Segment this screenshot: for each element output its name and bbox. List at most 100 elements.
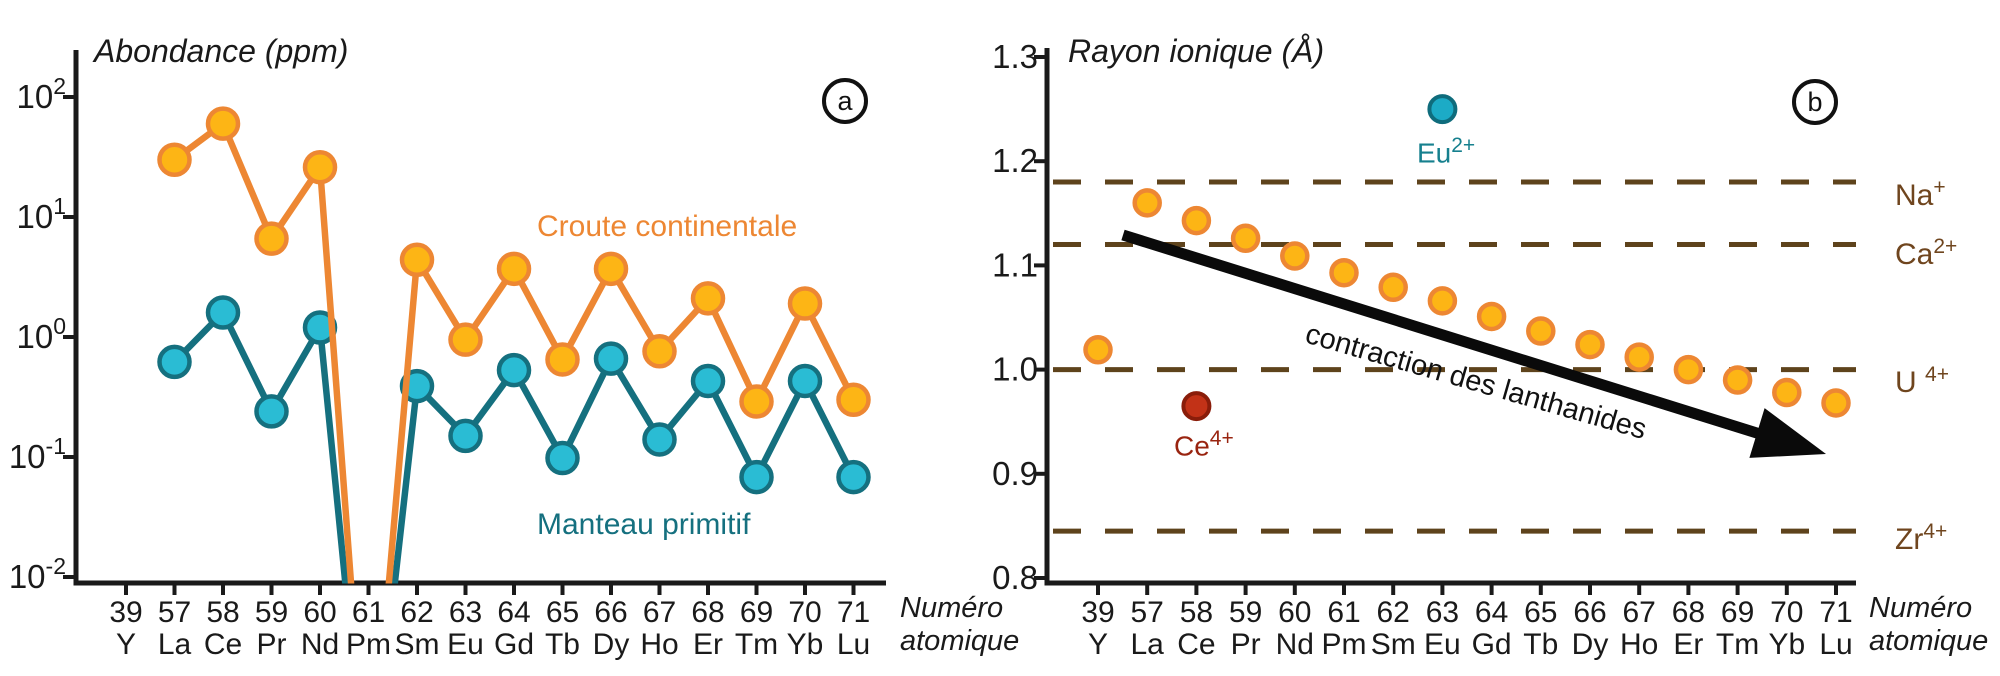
data-point xyxy=(448,322,483,357)
left-x-tick-symbol: Lu xyxy=(837,628,870,661)
left-x-tick-symbol: Eu xyxy=(447,628,484,661)
radius-point xyxy=(1476,301,1507,332)
left-y-tick-label: 10-2 xyxy=(9,553,66,595)
panel-a-badge: a xyxy=(822,78,868,124)
data-point xyxy=(690,363,726,399)
ce4plus-label: Ce4+ xyxy=(1174,424,1234,461)
right-x-tick-symbol: Ho xyxy=(1620,628,1658,661)
right-x-tick-number: 59 xyxy=(1229,596,1262,629)
ref-label-na-base: Na xyxy=(1895,179,1934,212)
right-x-tick-symbol: Dy xyxy=(1572,628,1609,661)
data-point xyxy=(157,344,192,380)
radius-point xyxy=(1083,335,1113,365)
ref-label-ca-charge: 2+ xyxy=(1933,235,1958,258)
left-x-tick-number: 63 xyxy=(449,596,482,629)
left-x-tick-number: 68 xyxy=(691,596,724,629)
radius-point xyxy=(1624,342,1654,372)
left-x-tick-symbol: Yb xyxy=(787,628,824,661)
radius-point xyxy=(1378,272,1408,303)
right-x-tick-number: 67 xyxy=(1623,596,1656,629)
right-x-tick-number: 71 xyxy=(1819,596,1852,629)
contraction-arrow xyxy=(1121,229,1826,458)
left-x-tick-symbol: Gd xyxy=(494,628,534,661)
ref-label-zr: Zr4+ xyxy=(1895,515,1947,557)
left-x-tick-number: 67 xyxy=(643,596,676,629)
left-x-tick-symbol: Y xyxy=(116,628,136,661)
ce4plus-label-base: Ce xyxy=(1174,430,1210,462)
right-x-tick-number: 39 xyxy=(1081,596,1114,629)
ref-label-ca-base: Ca xyxy=(1895,238,1934,271)
data-point xyxy=(787,286,823,321)
right-x-axis-title: Numéro atomique xyxy=(1869,592,1988,658)
data-point xyxy=(205,106,241,141)
left-chart-title: Abondance (ppm) xyxy=(94,33,349,69)
left-y-tick-label: 101 xyxy=(16,193,66,235)
radius-point xyxy=(1181,205,1212,236)
left-x-tick-number: 62 xyxy=(400,596,433,629)
ref-label-u: U 4+ xyxy=(1895,358,1949,400)
data-point xyxy=(690,281,726,316)
data-point xyxy=(642,422,677,457)
data-point xyxy=(545,342,580,377)
data-point xyxy=(448,418,483,454)
left-x-axis-title: Numéro atomique xyxy=(900,592,1019,658)
right-y-tick-label: 1.0 xyxy=(992,351,1038,388)
left-x-tick-symbol: Sm xyxy=(395,628,440,661)
left-x-tick-number: 58 xyxy=(206,596,239,629)
left-x-tick-number: 60 xyxy=(303,596,336,629)
left-x-axis-title-line2: atomique xyxy=(900,625,1020,657)
right-x-tick-symbol: Tm xyxy=(1716,628,1759,661)
data-point xyxy=(302,149,338,185)
right-chart-title: Rayon ionique (Å) xyxy=(1068,33,1325,69)
left-x-tick-number: 57 xyxy=(158,596,191,629)
left-x-tick-number: 66 xyxy=(594,596,627,629)
ref-label-na: Na+ xyxy=(1895,171,1946,213)
left-y-tick-label: 100 xyxy=(16,313,66,355)
left-x-axis-title-line1: Numéro xyxy=(900,592,1004,624)
special-point-eu2plus xyxy=(1427,94,1458,125)
eu2plus-label: Eu2+ xyxy=(1417,131,1475,168)
right-x-axis-title-line2: atomique xyxy=(1869,625,1989,657)
radius-point xyxy=(1526,316,1556,346)
left-x-tick-number: 70 xyxy=(788,596,821,629)
data-point xyxy=(157,142,192,177)
radius-point xyxy=(1280,241,1310,271)
right-x-tick-symbol: Pr xyxy=(1231,628,1261,661)
left-x-tick-number: 71 xyxy=(837,596,870,629)
data-point xyxy=(496,352,532,388)
right-x-tick-symbol: Tb xyxy=(1523,628,1558,661)
ref-label-u-base: U xyxy=(1895,366,1917,399)
data-point xyxy=(593,251,629,287)
legend-croute-continentale: Croute continentale xyxy=(537,210,798,243)
right-x-tick-symbol: Pm xyxy=(1322,628,1367,661)
legend-manteau-primitif: Manteau primitif xyxy=(537,508,751,541)
ref-label-zr-charge: 4+ xyxy=(1923,520,1948,543)
data-point xyxy=(496,251,532,287)
radius-point xyxy=(1575,329,1605,360)
right-x-tick-symbol: Y xyxy=(1088,628,1108,661)
right-y-tick-label: 1.3 xyxy=(992,38,1038,75)
ce4plus-label-charge: 4+ xyxy=(1209,427,1234,450)
right-x-tick-number: 61 xyxy=(1327,596,1360,629)
special-point-ce4plus xyxy=(1181,391,1212,422)
left-x-tick-symbol: Tb xyxy=(545,628,580,661)
series-manteau-primitif xyxy=(157,295,871,584)
data-point xyxy=(642,334,677,369)
left-x-tick-symbol: La xyxy=(158,628,192,661)
radius-point xyxy=(1427,286,1458,316)
left-x-tick-symbol: Pr xyxy=(257,628,287,661)
right-x-tick-symbol: Nd xyxy=(1276,628,1314,661)
left-x-tick-symbol: Ce xyxy=(204,628,242,661)
data-point xyxy=(205,295,241,330)
left-y-tick-label: 102 xyxy=(16,73,66,115)
data-point xyxy=(399,242,435,278)
right-x-axis-title-line1: Numéro xyxy=(1869,592,1973,624)
right-x-tick-symbol: La xyxy=(1131,628,1165,661)
left-x-tick-number: 69 xyxy=(740,596,773,629)
left-x-tick-number: 61 xyxy=(352,596,385,629)
right-x-tick-number: 65 xyxy=(1524,596,1557,629)
right-x-tick-number: 69 xyxy=(1721,596,1754,629)
left-x-tick-number: 65 xyxy=(546,596,579,629)
left-x-tick-symbol: Pm xyxy=(346,628,391,661)
